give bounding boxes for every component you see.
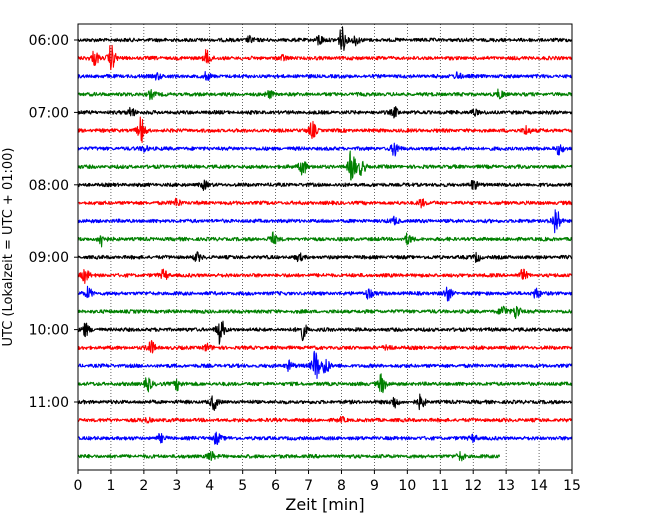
x-tick-label: 0 bbox=[74, 478, 83, 494]
x-tick-label: 7 bbox=[304, 478, 313, 494]
x-tick-label: 5 bbox=[238, 478, 247, 494]
y-tick-label: 07:00 bbox=[29, 105, 69, 121]
seismic-traces bbox=[77, 26, 573, 462]
seismic-trace bbox=[77, 431, 573, 445]
x-tick-label: 4 bbox=[205, 478, 214, 494]
seismic-trace bbox=[77, 373, 573, 394]
seismic-trace bbox=[77, 339, 573, 354]
x-tick-label: 8 bbox=[337, 478, 346, 494]
seismic-trace bbox=[77, 450, 501, 462]
y-tick-label: 06:00 bbox=[29, 33, 69, 49]
seismic-trace bbox=[77, 197, 573, 209]
vertical-grid bbox=[110, 24, 540, 470]
x-tick-label: 10 bbox=[398, 478, 416, 494]
x-tick-label: 9 bbox=[370, 478, 379, 494]
y-tick-label: 10:00 bbox=[29, 323, 69, 339]
x-tick-label: 15 bbox=[563, 478, 581, 494]
seismic-trace bbox=[77, 320, 573, 345]
seismic-trace bbox=[77, 350, 573, 380]
seismic-trace bbox=[77, 116, 573, 144]
seismic-trace bbox=[77, 150, 573, 181]
plot-frame bbox=[77, 23, 573, 471]
y-tick-label: 09:00 bbox=[29, 250, 69, 266]
x-tick-label: 3 bbox=[172, 478, 181, 494]
seismic-trace bbox=[77, 251, 573, 263]
seismic-trace bbox=[77, 393, 573, 411]
x-tick-label: 1 bbox=[106, 478, 115, 494]
x-tick-label: 14 bbox=[530, 478, 548, 494]
x-tick-label: 6 bbox=[271, 478, 280, 494]
seismic-trace bbox=[77, 415, 573, 424]
seismic-trace bbox=[77, 268, 573, 285]
y-tick-label: 11:00 bbox=[29, 395, 69, 411]
seismic-trace bbox=[77, 26, 573, 51]
x-tick-label: 11 bbox=[431, 478, 449, 494]
seismic-trace bbox=[77, 285, 573, 302]
seismic-trace bbox=[77, 231, 573, 248]
x-axis-label: Zeit [min] bbox=[285, 495, 364, 514]
seismic-trace bbox=[77, 305, 573, 319]
seismic-trace bbox=[77, 106, 573, 119]
seismic-trace bbox=[77, 142, 573, 157]
y-axis-label: UTC (Lokalzeit = UTC + 01:00) bbox=[1, 148, 16, 347]
seismic-trace bbox=[77, 71, 573, 81]
y-axis-ticks: 06:00 07:00 08:00 09:00 10:00 11:00 bbox=[29, 33, 78, 411]
x-tick-label: 2 bbox=[139, 478, 148, 494]
x-tick-label: 13 bbox=[497, 478, 515, 494]
seismic-trace bbox=[77, 88, 573, 101]
y-tick-label: 08:00 bbox=[29, 178, 69, 194]
x-tick-label: 12 bbox=[464, 478, 482, 494]
seismic-trace bbox=[77, 209, 573, 234]
x-axis-ticks: 0 1 2 3 4 5 6 7 8 9 10 11 12 13 14 15 bbox=[74, 470, 581, 494]
seismic-trace bbox=[77, 44, 573, 71]
seismic-trace bbox=[77, 179, 573, 191]
